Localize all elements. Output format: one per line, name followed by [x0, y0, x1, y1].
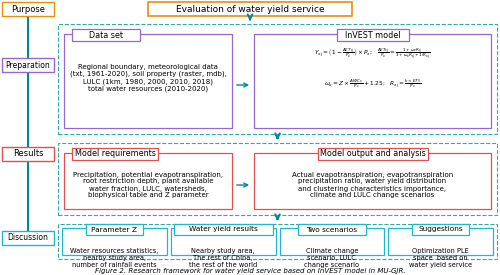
Text: Preparation: Preparation [6, 60, 51, 70]
Bar [174, 224, 272, 235]
Bar [388, 228, 493, 255]
Bar [58, 24, 497, 134]
Text: Water yield results: Water yield results [189, 227, 258, 232]
Text: Purpose: Purpose [11, 4, 45, 13]
Bar [171, 228, 276, 255]
Bar [64, 34, 232, 128]
Text: Two scenarios: Two scenarios [306, 227, 358, 232]
Bar [336, 29, 408, 41]
Bar [62, 228, 167, 255]
Bar [2, 231, 54, 245]
Text: InVEST model: InVEST model [345, 31, 400, 40]
Text: Regional boundary, meteorological data
(txt, 1961-2020), soil property (raster, : Regional boundary, meteorological data (… [70, 64, 226, 92]
Text: $Y_{xj} = \left(1 - \frac{AET_{xj}}{P_x}\right) \times P_x$;   $\frac{AET_{xj}}{: $Y_{xj} = \left(1 - \frac{AET_{xj}}{P_x}… [314, 46, 430, 62]
Text: Figure 2. Research framework for water yield service based on InVEST model in MU: Figure 2. Research framework for water y… [94, 268, 406, 274]
Bar [254, 34, 491, 128]
Text: Model requirements: Model requirements [74, 150, 156, 158]
Text: $\omega_x = Z \times \frac{AWC_x}{P_x} + 1.25$;   $R_{xj} = \frac{k \times ET_0}: $\omega_x = Z \times \frac{AWC_x}{P_x} +… [324, 78, 421, 90]
Text: Actual evapotranspiration, evapotranspiration
precipitation ratio, water yield d: Actual evapotranspiration, evapotranspir… [292, 172, 453, 199]
Bar [58, 143, 497, 215]
Bar [148, 2, 352, 16]
Bar [412, 224, 469, 235]
Bar [2, 58, 54, 72]
Text: Results: Results [13, 150, 44, 158]
Bar [2, 147, 54, 161]
Text: Evaluation of water yield service: Evaluation of water yield service [176, 4, 324, 13]
Text: Optimization PLE
space  based on
water yield service: Optimization PLE space based on water yi… [409, 248, 472, 268]
Text: Data set: Data set [89, 31, 123, 40]
Bar [58, 224, 497, 259]
Bar [254, 153, 491, 209]
Bar [64, 153, 232, 209]
Text: Discussion: Discussion [8, 233, 48, 243]
Bar [86, 224, 143, 235]
Bar [2, 2, 54, 16]
Text: Suggestions: Suggestions [418, 227, 463, 232]
Text: Climate change
scenario, LULC
change scenario: Climate change scenario, LULC change sce… [304, 248, 360, 268]
Bar [298, 224, 366, 235]
Text: Precipitation, potential evapotranspiration,
root restriction depth, plant avail: Precipitation, potential evapotranspirat… [73, 172, 223, 199]
Text: Nearby study area,
The rest of China,
the rest of the world: Nearby study area, The rest of China, th… [189, 248, 257, 268]
Bar [72, 29, 140, 41]
Bar [280, 228, 384, 255]
Bar [72, 148, 158, 160]
Text: Parameter Z: Parameter Z [92, 227, 138, 232]
Text: Water resources statistics,
nearby study area,
number of rainfall events: Water resources statistics, nearby study… [70, 248, 158, 268]
Text: Model output and analysis: Model output and analysis [320, 150, 426, 158]
Bar [318, 148, 428, 160]
